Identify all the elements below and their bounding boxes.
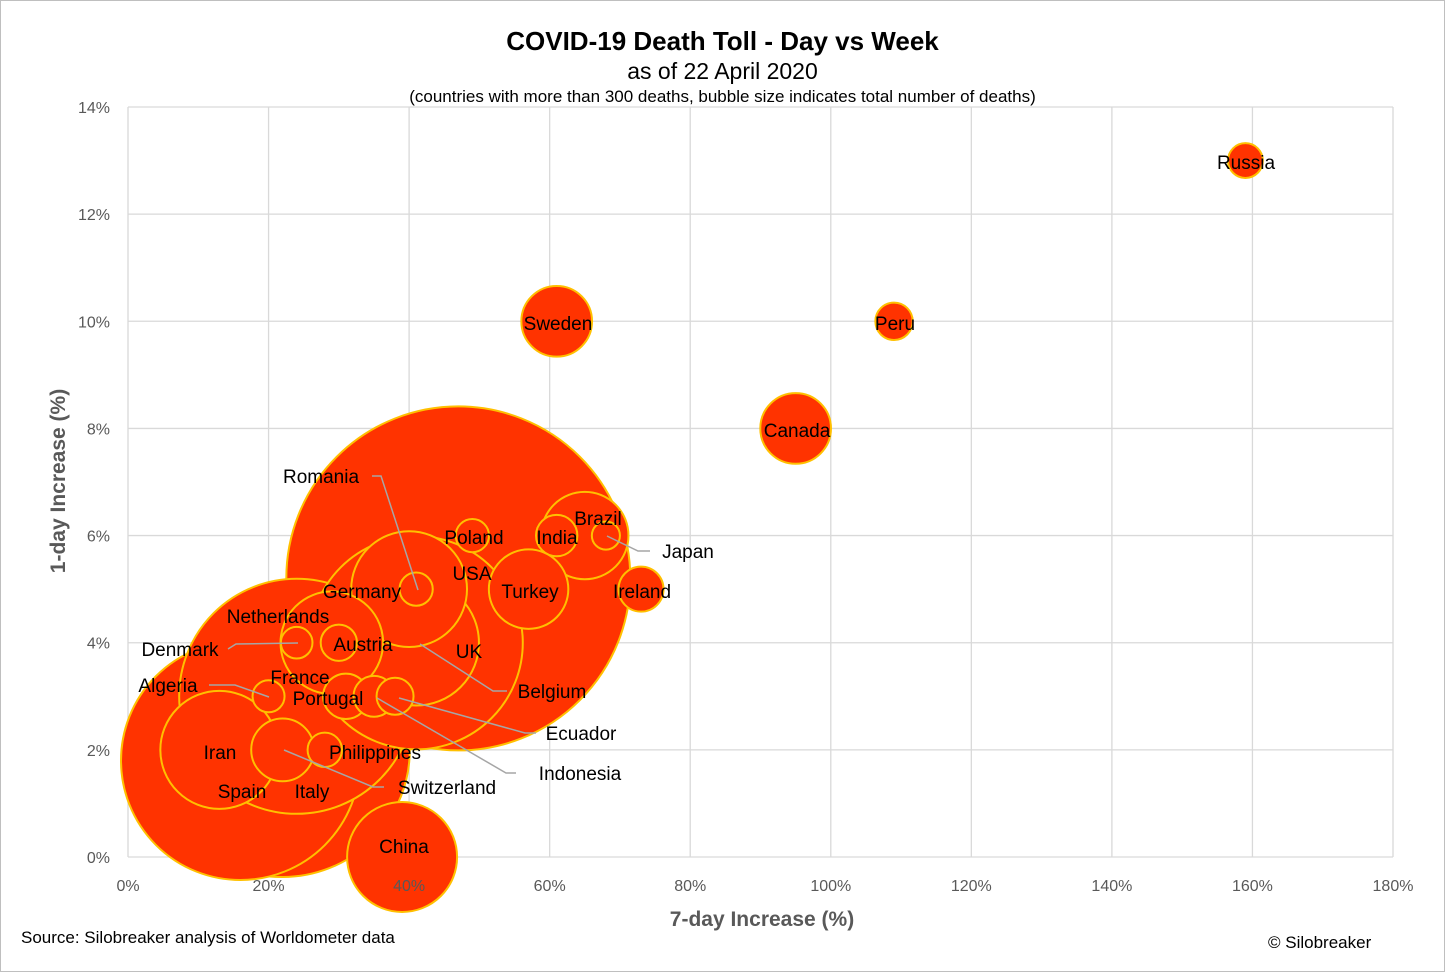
- bubble-label: USA: [452, 564, 491, 585]
- bubble: [398, 571, 434, 607]
- bubble-label: China: [379, 837, 429, 858]
- x-tick-label: 160%: [1232, 878, 1273, 895]
- bubble-label: Canada: [764, 421, 831, 442]
- bubble: [250, 717, 316, 783]
- leader-line: [398, 697, 536, 734]
- bubble: [375, 676, 415, 716]
- y-tick-label: 6%: [87, 529, 110, 546]
- y-tick-label: 12%: [78, 207, 110, 224]
- chart-title: COVID-19 Death Toll - Day vs Week: [506, 26, 939, 56]
- bubble-label: Spain: [218, 782, 267, 803]
- bubble-label: Japan: [662, 542, 714, 563]
- bubble: [535, 513, 579, 558]
- bubble-label: Philippines: [329, 743, 421, 764]
- x-tick-label: 0%: [116, 878, 139, 895]
- bubble-label: France: [270, 668, 329, 689]
- x-tick-label: 140%: [1091, 878, 1132, 895]
- x-tick-label: 180%: [1373, 878, 1414, 895]
- bubble-label: Brazil: [574, 509, 622, 530]
- bubble-label: Ireland: [613, 582, 671, 603]
- bubble-label: Algeria: [138, 676, 198, 697]
- leader-line: [376, 697, 516, 774]
- source-note: Source: Silobreaker analysis of Worldome…: [21, 928, 395, 947]
- bubble-label: Indonesia: [539, 764, 622, 785]
- x-tick-label: 40%: [393, 878, 425, 895]
- x-tick-label: 60%: [534, 878, 566, 895]
- bubbles: [120, 142, 1264, 913]
- bubble: [874, 301, 914, 341]
- bubble-label: Belgium: [518, 682, 587, 703]
- leader-lines: [209, 475, 650, 788]
- y-axis-title: 1-day Increase (%): [47, 389, 70, 573]
- x-axis-title: 7-day Increase (%): [670, 908, 854, 931]
- bubble-label: India: [536, 528, 578, 549]
- leader-line: [209, 684, 270, 698]
- leader-line: [372, 475, 419, 591]
- copyright-note: © Silobreaker: [1268, 933, 1372, 952]
- y-tick-label: 2%: [87, 743, 110, 760]
- bubble-label: Ecuador: [546, 724, 617, 745]
- y-tick-label: 10%: [78, 314, 110, 331]
- bubble-label: Sweden: [524, 314, 593, 335]
- bubble: [454, 517, 490, 554]
- bubble: [759, 392, 832, 465]
- tick-labels: 0% 20% 40% 60% 80% 100% 120% 140% 160% 180% 0% 2% 4%…: [78, 100, 1413, 895]
- bubble-label: Poland: [444, 528, 503, 549]
- bubble-label: UK: [456, 642, 483, 663]
- bubble-label: Germany: [323, 582, 402, 603]
- y-tick-label: 4%: [87, 636, 110, 653]
- chart-note: (countries with more than 300 deaths, bu…: [409, 87, 1036, 106]
- bubble: [520, 284, 594, 358]
- bubble-label: Austria: [333, 635, 393, 656]
- bubble-label: Netherlands: [227, 607, 329, 628]
- bubble-labels: USA Spain Italy France UK Belgium Iran Germany C…: [138, 153, 1275, 858]
- leader-line: [227, 642, 299, 650]
- bubble-label: Peru: [875, 314, 915, 335]
- bubble: [617, 565, 665, 613]
- bubble-label: Romania: [283, 467, 359, 488]
- leader-line: [419, 643, 507, 692]
- chart-subtitle: as of 22 April 2020: [627, 58, 818, 84]
- bubble-label: Russia: [1217, 153, 1276, 174]
- y-tick-label: 14%: [78, 100, 110, 117]
- bubble: [487, 548, 570, 630]
- leader-line: [606, 535, 650, 552]
- bubble-label: Italy: [295, 782, 330, 803]
- x-tick-label: 80%: [674, 878, 706, 895]
- bubble: [346, 801, 459, 913]
- bubble-label: Portugal: [293, 689, 364, 710]
- leader-line: [283, 749, 384, 788]
- bubble: [1227, 142, 1264, 179]
- bubble-label: Turkey: [501, 582, 559, 603]
- x-tick-label: 120%: [951, 878, 992, 895]
- bubble-label: Iran: [204, 743, 237, 764]
- y-tick-label: 8%: [87, 421, 110, 438]
- y-tick-label: 0%: [87, 850, 110, 867]
- bubble: [319, 623, 358, 662]
- bubble-label: Switzerland: [398, 778, 496, 799]
- x-tick-label: 100%: [810, 878, 851, 895]
- bubble-label: Denmark: [141, 640, 219, 661]
- x-tick-label: 20%: [253, 878, 285, 895]
- bubble: [590, 520, 621, 551]
